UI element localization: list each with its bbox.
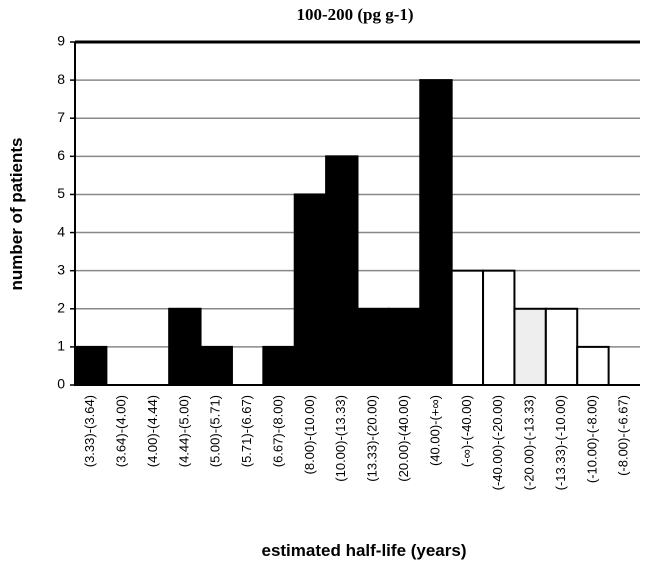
x-tick-label: (3.64)-(4.00) — [114, 395, 129, 467]
x-tick-label: (4.44)-(5.00) — [176, 395, 191, 467]
bar — [387, 307, 422, 386]
x-tick-label: (40.00)-(+∞) — [427, 395, 442, 466]
x-tick-label: (-∞)-(-40.00) — [459, 395, 474, 467]
bar — [199, 345, 233, 386]
x-tick-label: (5.00)-(5.71) — [208, 395, 223, 467]
bar — [168, 307, 202, 386]
x-tick-label: (10.00)-(13.33) — [333, 395, 348, 482]
x-tick-label: (-10.00)-(-8.00) — [584, 395, 599, 483]
x-tick-label: (4.00)-(4.44) — [145, 395, 160, 467]
bar — [356, 307, 390, 386]
y-tick-label: 9 — [57, 33, 65, 49]
bar — [513, 307, 547, 386]
x-tick-label: (20.00)-(40.00) — [396, 395, 411, 482]
bar — [576, 345, 610, 386]
x-tick-label: (8.00)-(10.00) — [302, 395, 317, 474]
chart-title: 100-200 (pg g-1) — [296, 5, 413, 24]
y-tick-label: 6 — [57, 147, 65, 163]
y-tick-label: 5 — [57, 185, 65, 201]
y-tick-label: 2 — [57, 299, 65, 315]
x-tick-label: (-40.00)-(-20.00) — [490, 395, 505, 490]
bar — [325, 155, 359, 386]
bar — [544, 307, 579, 386]
x-tick-label: (5.71)-(6.67) — [239, 395, 254, 467]
y-tick-label: 1 — [57, 338, 65, 354]
x-tick-label: (6.67)-(8.00) — [270, 395, 285, 467]
bar — [450, 269, 485, 386]
bar — [262, 345, 296, 386]
y-tick-label: 3 — [57, 261, 65, 277]
y-axis-label: number of patients — [7, 137, 26, 290]
y-tick-label: 7 — [57, 109, 65, 125]
y-tick-label: 0 — [57, 376, 65, 392]
x-tick-label: (13.33)-(20.00) — [365, 395, 380, 482]
bar — [482, 269, 516, 386]
bar — [293, 193, 328, 386]
bar — [419, 79, 453, 386]
x-tick-label: (-13.33)-(-10.00) — [553, 395, 568, 490]
x-tick-label: (-20.00)-(-13.33) — [522, 395, 537, 490]
bar — [74, 345, 108, 386]
x-tick-label: (-8.00)-(-6.67) — [616, 395, 631, 476]
x-axis-label: estimated half-life (years) — [261, 541, 466, 560]
x-tick-label: (3.33)-(3.64) — [82, 395, 97, 467]
y-tick-label: 8 — [57, 71, 65, 87]
y-tick-label: 4 — [57, 223, 65, 239]
